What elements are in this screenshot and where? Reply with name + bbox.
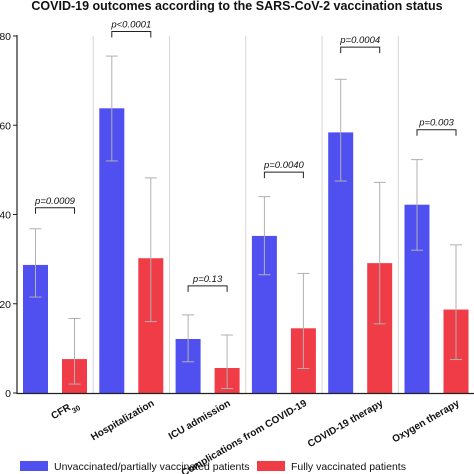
x-tick-label: Hospitalization: [89, 398, 156, 443]
x-tick-label: ICU admission: [167, 398, 233, 442]
bars-layer: [23, 108, 469, 393]
legend-swatch-fully-vaccinated: [257, 461, 285, 471]
x-tick-label: Oxygen therapy: [391, 398, 462, 446]
legend: Unvaccinated/partially vaccinated patien…: [20, 461, 406, 473]
p-value-label: p<0.0001: [110, 20, 151, 31]
legend-label-unvaccinated: Unvaccinated/partially vaccinated patien…: [54, 461, 250, 473]
p-value-label: p=0.0009: [34, 196, 76, 207]
y-tick-label: 40: [0, 210, 11, 222]
significance-bracket: [340, 46, 381, 54]
legend-label-fully-vaccinated: Fully vaccinated patients: [291, 461, 406, 473]
y-tick-label: 60: [0, 120, 11, 132]
significance-bracket: [416, 129, 457, 136]
error-bars-layer: [29, 55, 462, 390]
chart-title: COVID-19 outcomes according to the SARS-…: [31, 0, 442, 13]
p-value-label: p=0.003: [418, 118, 454, 129]
p-value-label: p=0.13: [192, 274, 223, 285]
legend-swatch-unvaccinated: [20, 461, 48, 471]
y-tick-label: 0: [5, 388, 11, 400]
significance-bracket: [263, 171, 304, 179]
x-tick-label: COVID-19 therapy: [306, 398, 386, 450]
y-tick-label: 80: [0, 31, 11, 43]
x-tick-label: CFR30: [49, 398, 81, 425]
y-ticks-layer: 0 20 40 60 80: [0, 31, 17, 400]
significance-bracket: [35, 207, 75, 214]
y-tick-label: 20: [0, 299, 11, 311]
significance-annotations: p=0.0009 p<0.0001 p=0.13 p=0.0040 p=0.0004 p=…: [34, 20, 457, 292]
p-value-label: p=0.0040: [263, 160, 305, 171]
significance-bracket: [187, 285, 228, 292]
p-value-label: p=0.0004: [339, 35, 380, 46]
significance-bracket: [111, 31, 152, 38]
category-separators: [92, 36, 399, 393]
